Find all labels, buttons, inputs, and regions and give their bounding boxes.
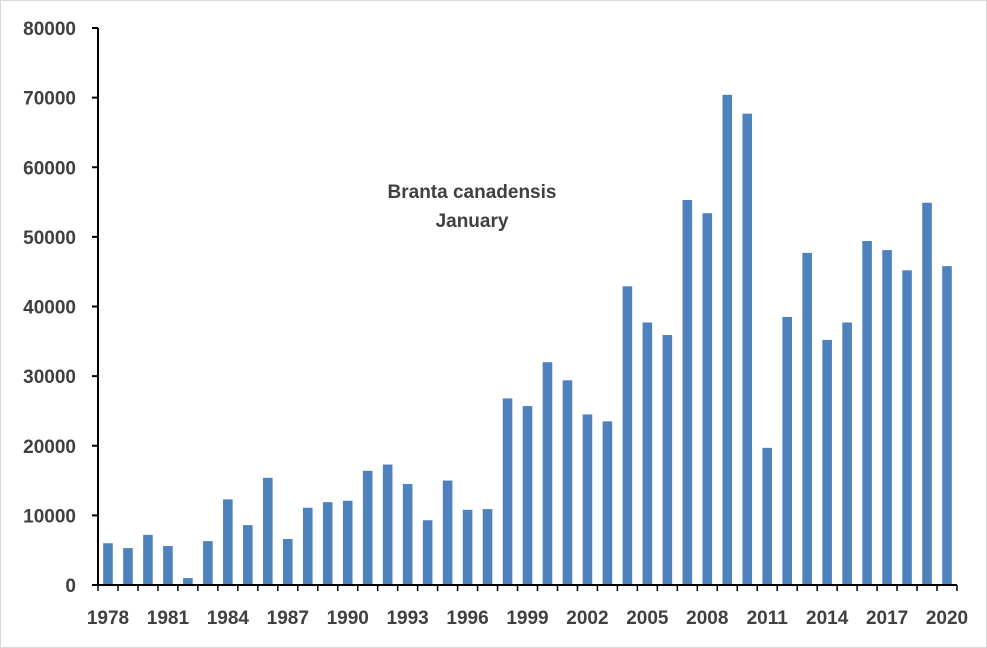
x-tick-label: 2008 (686, 608, 728, 629)
bar-2020 (942, 266, 952, 585)
bar-2005 (642, 322, 653, 585)
bar-2018 (902, 270, 912, 585)
bar-1995 (442, 480, 453, 585)
y-axis-ticks: 0 10000 20000 30000 40000 50000 60000 70000 8000… (23, 19, 98, 597)
x-tick-label: 2017 (866, 608, 908, 629)
bar-2019 (922, 202, 932, 585)
bar-1992 (382, 464, 393, 585)
y-tick-label: 20000 (23, 437, 76, 458)
bar-2015 (842, 322, 852, 585)
x-tick-label: 1978 (87, 608, 129, 629)
y-tick-label: 60000 (23, 158, 76, 179)
annotation-line-2: January (436, 211, 509, 232)
x-axis-ticks: 1978 1981 1984 1987 1990 1993 1996 1999 2002 2005… (87, 585, 968, 629)
bar-1979 (123, 548, 133, 585)
y-tick-label: 0 (65, 576, 76, 597)
bar-1986 (263, 477, 273, 585)
x-tick-label: 2002 (566, 608, 608, 629)
y-tick-label: 30000 (23, 367, 76, 388)
x-tick-label: 2014 (806, 608, 849, 629)
x-tick-label: 1993 (386, 608, 428, 629)
x-tick-label: 1984 (207, 608, 250, 629)
bar-1984 (223, 499, 233, 585)
bar-1987 (282, 539, 293, 585)
bar-1993 (402, 484, 413, 585)
bar-1996 (462, 509, 473, 585)
bar-2012 (782, 316, 792, 585)
bar-2002 (582, 414, 593, 585)
bar-1997 (482, 509, 493, 585)
bar-1978 (103, 543, 113, 585)
x-tick-label: 1996 (446, 608, 488, 629)
bar-1988 (302, 507, 313, 585)
annotation-line-1: Branta canadensis (388, 182, 557, 203)
x-tick-label: 2005 (626, 608, 669, 629)
bar-2006 (662, 335, 673, 585)
x-tick-label: 2011 (747, 608, 789, 629)
y-tick-label: 40000 (23, 298, 76, 319)
bar-1983 (203, 541, 213, 585)
y-tick-label: 80000 (23, 19, 76, 40)
bar-2003 (602, 421, 613, 585)
bar-2004 (622, 286, 633, 585)
bar-1991 (362, 470, 373, 585)
bar-1980 (143, 534, 153, 585)
bar-1985 (243, 525, 253, 585)
bar-2011 (762, 447, 773, 585)
bar-2010 (742, 113, 753, 585)
bar-2013 (802, 252, 812, 585)
bar-2014 (822, 339, 832, 585)
bar-2009 (722, 94, 733, 585)
bar-1982 (183, 578, 193, 585)
bar-2008 (702, 213, 713, 585)
bars-group (103, 94, 952, 586)
bar-1981 (163, 546, 173, 585)
bar-1994 (422, 520, 433, 585)
y-tick-label: 70000 (23, 89, 76, 110)
bar-1990 (342, 500, 353, 585)
bar-2016 (862, 241, 872, 586)
y-tick-label: 10000 (23, 506, 76, 527)
x-tick-label: 1999 (506, 608, 548, 629)
bar-1998 (502, 398, 513, 585)
x-tick-label: 1981 (147, 608, 190, 629)
bar-1999 (522, 406, 533, 585)
x-tick-label: 1987 (267, 608, 309, 629)
bar-2001 (562, 380, 573, 585)
y-tick-label: 50000 (23, 228, 76, 249)
bar-2017 (882, 250, 892, 585)
x-tick-label: 1990 (327, 608, 369, 629)
bar-2007 (682, 199, 693, 585)
x-tick-label: 2020 (926, 608, 968, 629)
bar-1989 (322, 502, 333, 585)
bar-2000 (542, 362, 553, 585)
